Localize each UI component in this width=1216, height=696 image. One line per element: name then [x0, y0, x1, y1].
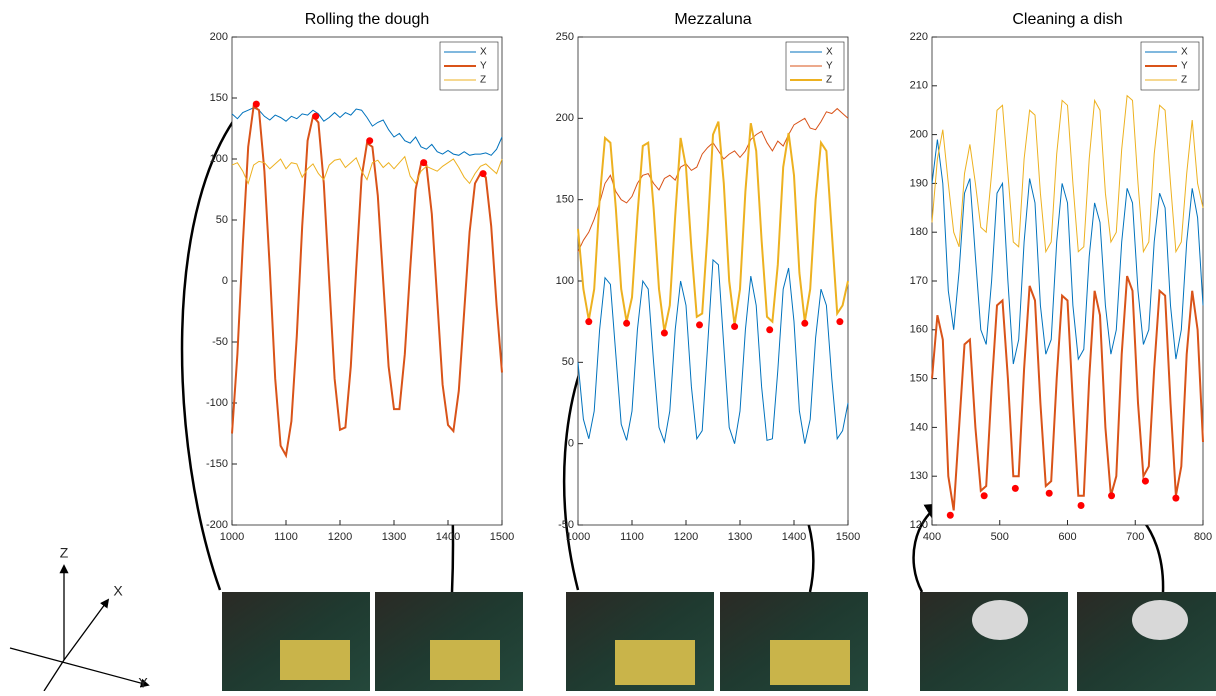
- x-tick-label: 800: [1194, 531, 1212, 543]
- chart-title: Mezzaluna: [674, 11, 751, 28]
- axis-label: Y: [138, 675, 148, 691]
- y-tick-label: 160: [910, 324, 928, 336]
- chart-title: Cleaning a dish: [1012, 11, 1122, 28]
- marker: [585, 318, 592, 325]
- y-tick-label: 150: [910, 373, 928, 385]
- marker: [420, 159, 427, 166]
- legend-label: X: [1181, 47, 1188, 58]
- y-tick-label: -200: [206, 519, 228, 531]
- legend-label: Z: [480, 75, 486, 86]
- x-tick-label: 1200: [328, 531, 352, 543]
- chart: Mezzaluna -50 0 50 100 150 200 250 1000 1100 1200 1…: [556, 11, 861, 543]
- y-tick-label: 100: [210, 153, 228, 165]
- marker: [801, 320, 808, 327]
- axis-label: Z: [60, 545, 69, 561]
- y-tick-label: -50: [558, 519, 574, 531]
- y-tick-label: 50: [562, 356, 574, 368]
- marker: [1012, 485, 1019, 492]
- legend-label: Y: [826, 61, 833, 72]
- plot-area: [578, 37, 848, 525]
- marker: [480, 170, 487, 177]
- chart: Cleaning a dish 120 130 140 150 160 170 180 190 2…: [910, 11, 1213, 543]
- legend-label: X: [826, 47, 833, 58]
- x-tick-label: 1200: [674, 531, 698, 543]
- marker: [696, 321, 703, 328]
- y-tick-label: 130: [910, 470, 928, 482]
- marker: [731, 323, 738, 330]
- chart-title: Rolling the dough: [305, 11, 430, 28]
- chart: Rolling the dough -200 -150 -100 -50 0 50 100 15…: [206, 11, 514, 543]
- y-tick-label: -150: [206, 458, 228, 470]
- y-tick-label: 120: [910, 519, 928, 531]
- x-tick-label: 600: [1058, 531, 1076, 543]
- x-tick-label: 1400: [782, 531, 806, 543]
- legend-label: X: [480, 47, 487, 58]
- legend-label: Y: [480, 61, 487, 72]
- axis-arrow: [10, 648, 148, 685]
- y-tick-label: 170: [910, 275, 928, 287]
- axis-arrow: [64, 600, 108, 660]
- x-tick-label: 1100: [620, 531, 644, 543]
- legend-label: Y: [1181, 61, 1188, 72]
- marker: [661, 330, 668, 337]
- y-tick-label: 200: [556, 112, 574, 124]
- dish: [1132, 600, 1188, 640]
- board: [615, 640, 695, 685]
- marker: [1172, 495, 1179, 502]
- y-tick-label: 250: [556, 31, 574, 43]
- y-tick-label: 0: [568, 438, 574, 450]
- x-tick-label: 1300: [382, 531, 406, 543]
- y-tick-label: 200: [210, 31, 228, 43]
- marker: [1046, 490, 1053, 497]
- marker: [623, 320, 630, 327]
- y-tick-label: 150: [210, 92, 228, 104]
- legend-label: Z: [1181, 75, 1187, 86]
- x-tick-label: 1500: [490, 531, 514, 543]
- x-tick-label: 1000: [220, 531, 244, 543]
- y-tick-label: 190: [910, 177, 928, 189]
- marker: [312, 113, 319, 120]
- x-tick-label: 500: [991, 531, 1009, 543]
- y-tick-label: 200: [910, 129, 928, 141]
- marker: [836, 318, 843, 325]
- y-tick-label: -50: [212, 336, 228, 348]
- y-tick-label: 50: [216, 214, 228, 226]
- x-tick-label: 1100: [274, 531, 298, 543]
- dish: [972, 600, 1028, 640]
- legend-label: Z: [826, 75, 832, 86]
- y-tick-label: 150: [556, 194, 574, 206]
- y-tick-label: 180: [910, 226, 928, 238]
- y-tick-label: 0: [222, 275, 228, 287]
- y-tick-label: 100: [556, 275, 574, 287]
- y-tick-label: -100: [206, 397, 228, 409]
- axes-diagram: [10, 566, 148, 691]
- board: [280, 640, 350, 680]
- x-tick-label: 700: [1126, 531, 1144, 543]
- marker: [766, 326, 773, 333]
- x-tick-label: 1400: [436, 531, 460, 543]
- board: [430, 640, 500, 680]
- y-tick-label: 220: [910, 31, 928, 43]
- plot-area: [232, 37, 502, 525]
- x-tick-label: 1300: [728, 531, 752, 543]
- photos: [222, 592, 1216, 691]
- marker: [366, 137, 373, 144]
- marker: [981, 492, 988, 499]
- marker: [253, 101, 260, 108]
- marker: [947, 512, 954, 519]
- x-tick-label: 1000: [566, 531, 590, 543]
- marker: [1078, 502, 1085, 509]
- axis-label: X: [113, 583, 123, 599]
- board: [770, 640, 850, 685]
- y-tick-label: 140: [910, 421, 928, 433]
- y-tick-label: 210: [910, 80, 928, 92]
- x-tick-label: 1500: [836, 531, 860, 543]
- marker: [1142, 478, 1149, 485]
- axis-arrow: [44, 660, 64, 691]
- marker: [1108, 492, 1115, 499]
- x-tick-label: 400: [923, 531, 941, 543]
- figure: Z X Y Rolling the dough -200 -150 -100 -50 0 5…: [0, 0, 1216, 691]
